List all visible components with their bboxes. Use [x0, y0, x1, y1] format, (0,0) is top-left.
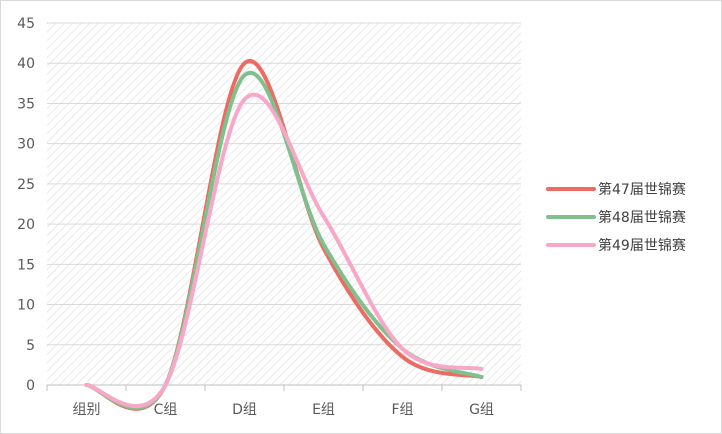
series-line-3 — [84, 92, 484, 409]
plot-area — [47, 23, 521, 385]
y-tick-label: 35 — [17, 96, 35, 112]
y-tick-label: 5 — [26, 338, 35, 354]
y-tick-label: 45 — [17, 16, 35, 32]
x-tick-label: D组 — [232, 402, 257, 418]
gridlines — [47, 22, 521, 386]
y-tick-label: 40 — [17, 56, 35, 72]
x-tick-label: G组 — [469, 402, 494, 418]
x-tick-label: F组 — [391, 402, 413, 418]
y-tick-label: 25 — [17, 177, 35, 193]
y-axis: 0 5 10 15 20 25 30 35 40 45 — [17, 16, 35, 394]
y-tick-label: 10 — [17, 298, 35, 314]
legend-label: 第49届世锦赛 — [598, 237, 686, 254]
x-axis: 组别 C组 D组 E组 F组 G组 — [46, 385, 522, 418]
legend-label: 第48届世锦赛 — [598, 209, 686, 226]
x-tick-label: 组别 — [73, 402, 101, 418]
series-lines — [84, 58, 484, 411]
y-tick-label: 15 — [17, 257, 35, 273]
x-tick-label: C组 — [154, 402, 178, 418]
y-tick-label: 20 — [17, 217, 35, 233]
plot-background — [47, 23, 521, 385]
y-tick-label: 30 — [17, 137, 35, 153]
y-tick-label: 0 — [26, 378, 35, 394]
x-tick-label: E组 — [312, 402, 335, 418]
legend-label: 第47届世锦赛 — [598, 181, 686, 198]
